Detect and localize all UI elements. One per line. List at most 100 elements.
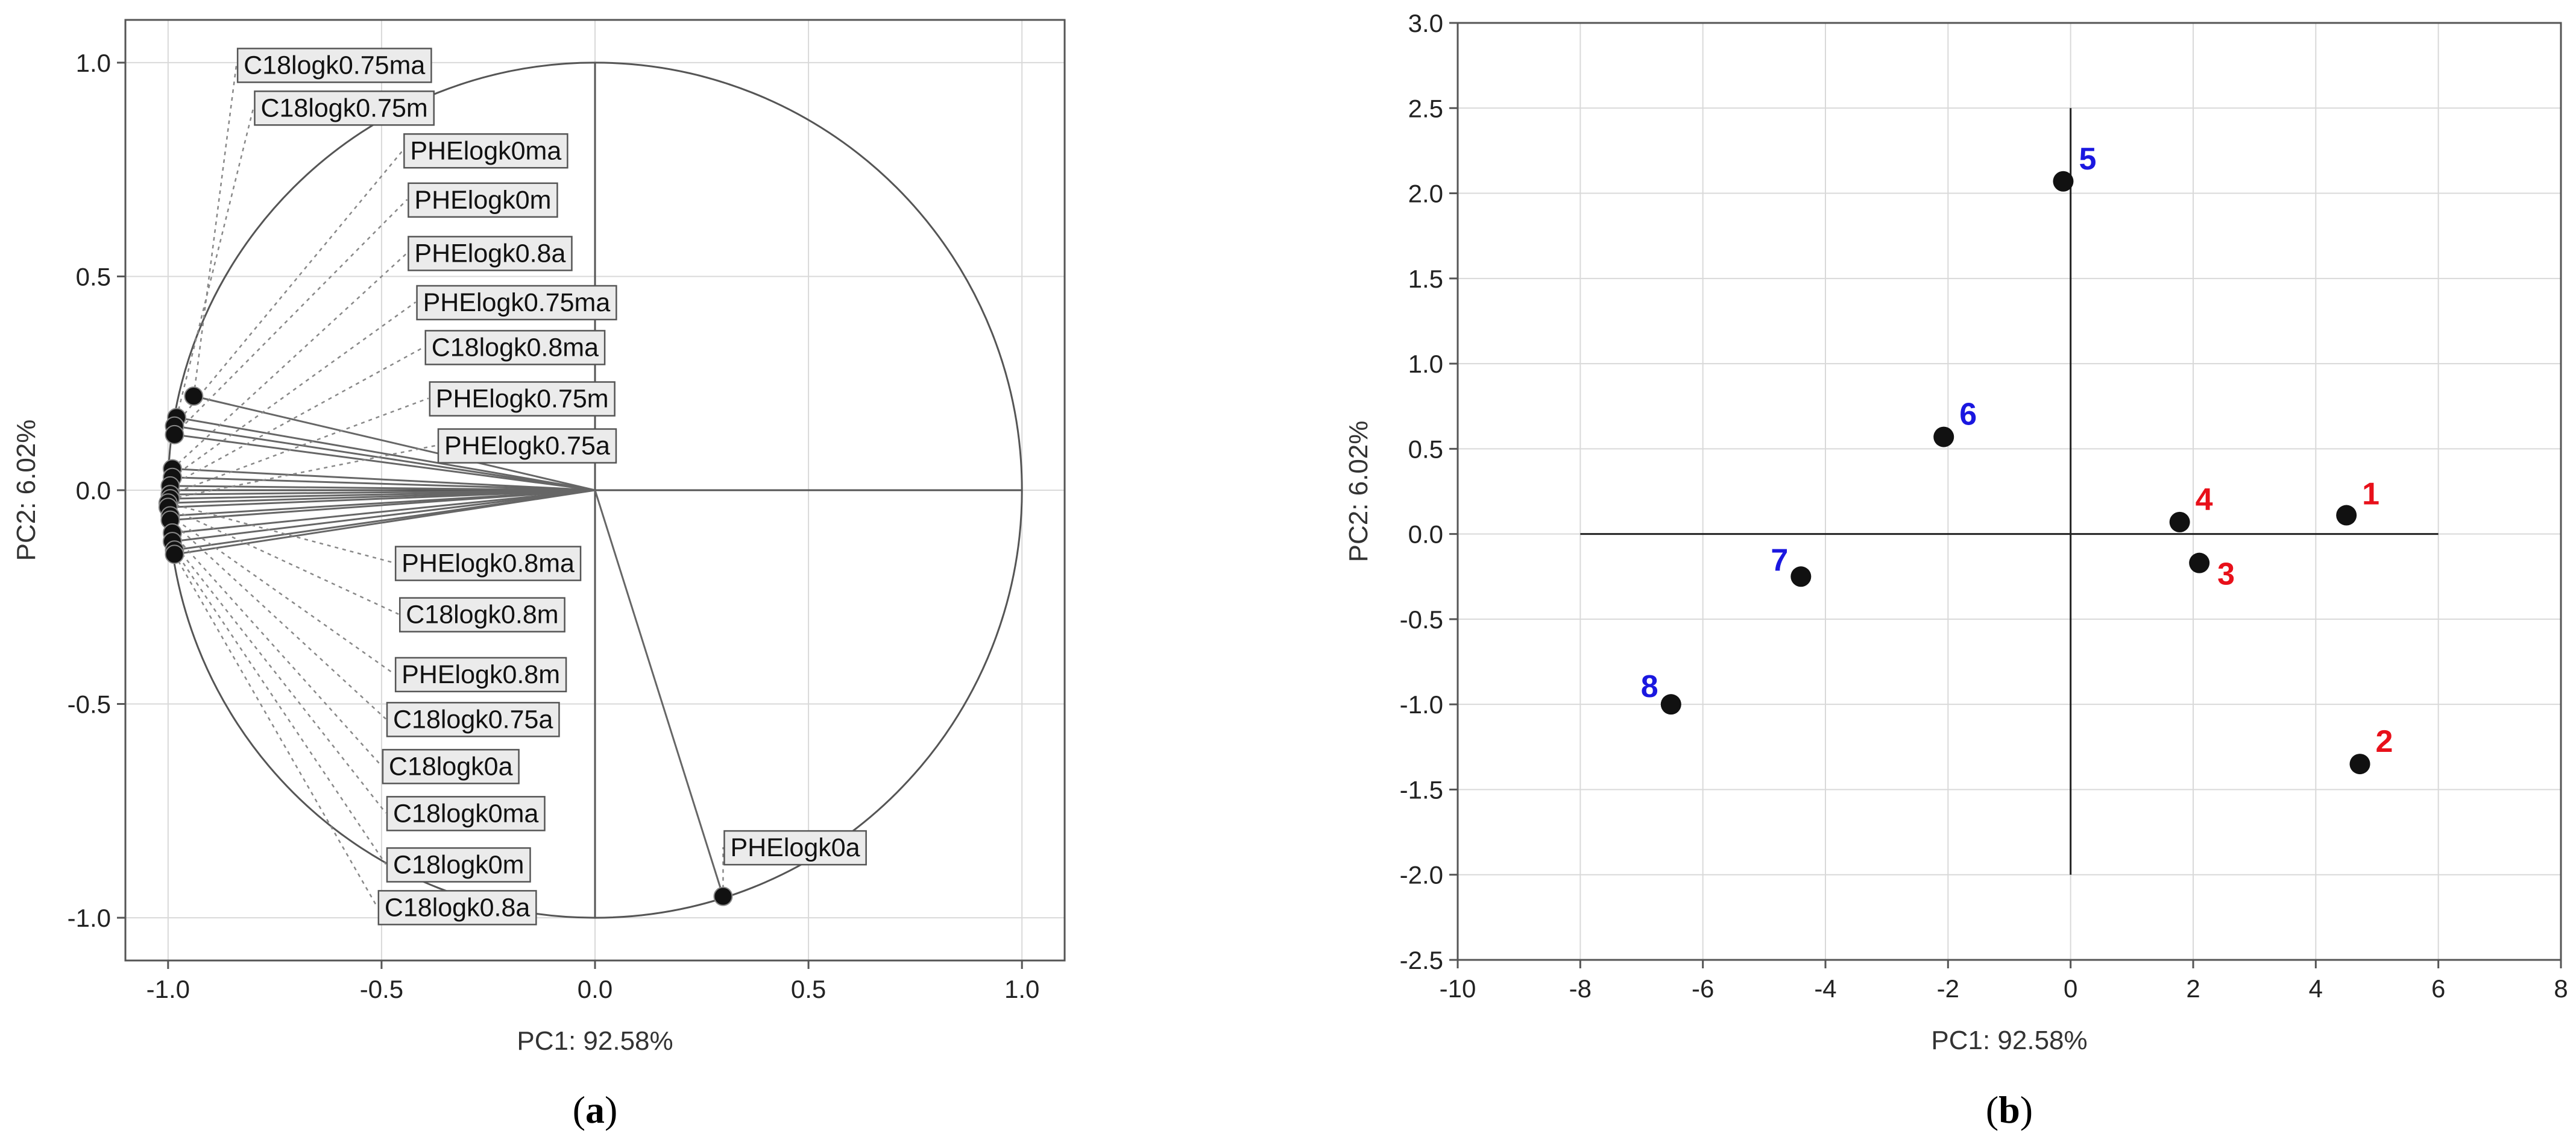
label-leader (174, 554, 378, 907)
panel-label: (b) (1986, 1088, 2033, 1131)
variable-label-text: C18logk0.75a (393, 705, 553, 734)
x-tick-label: 8 (2554, 974, 2568, 1003)
score-plot-panel: -10 -8 -6 -4 -2 0 2 4 6 8 -2.5 -2.0 -1.5 -1.0 -0.5 0.0 0… (1344, 9, 2568, 1131)
score-point-label: 6 (1959, 397, 1977, 432)
loading-point (713, 886, 733, 906)
loading-point (165, 544, 184, 564)
y-axis-label: PC2: 6.02% (1344, 421, 1373, 563)
y-tick-label: -1.0 (1400, 690, 1443, 719)
plot-frame (1456, 22, 2562, 961)
loading-vector (172, 489, 596, 534)
label-leader (174, 198, 408, 435)
y-tick-label: 1.0 (1408, 350, 1443, 378)
panel-label-open: ( (1986, 1088, 1998, 1131)
score-point-label: 2 (2376, 724, 2393, 759)
variable-label: C18logk0.8ma (424, 330, 606, 365)
variable-label-text: PHElogk0.75ma (423, 288, 611, 317)
variable-label: C18logk0.8m (398, 597, 565, 632)
variable-label: PHElogk0ma (403, 133, 568, 169)
x-tick-label: 1.0 (1004, 975, 1039, 1003)
x-tick-label: 2 (2186, 974, 2200, 1003)
panel-label: (a) (573, 1088, 618, 1131)
y-tick-label: 1.5 (1408, 265, 1443, 293)
variable-label-box (394, 546, 582, 581)
y-tick-label: -1.5 (1400, 775, 1443, 804)
variable-label-box (377, 890, 537, 926)
x-axis-label: PC1: 92.58% (517, 1026, 673, 1056)
x-tick-label: -8 (1569, 974, 1592, 1003)
variable-label: PHElogk0m (408, 182, 558, 218)
score-point-label: 8 (1641, 669, 1658, 704)
x-tick-label: -6 (1692, 974, 1714, 1003)
score-point (1933, 426, 1954, 447)
variable-label-box (437, 428, 617, 464)
label-leader (168, 506, 399, 615)
variable-label-box (254, 90, 435, 126)
loading-vector (594, 490, 724, 897)
variable-label-box (236, 48, 432, 83)
variable-label-box (398, 597, 565, 632)
x-tick-label: 0.0 (578, 975, 613, 1003)
variable-label-text: C18logk0.8m (406, 601, 558, 629)
x-tick-label: 4 (2309, 974, 2323, 1003)
variable-label: C18logk0.75m (254, 90, 435, 126)
score-point-label: 1 (2362, 477, 2379, 512)
variable-label-text: C18logk0.75m (260, 93, 427, 122)
variable-label-box (408, 236, 573, 271)
variable-label-text: C18logk0a (389, 752, 513, 781)
y-tick-label: 0.0 (1408, 520, 1443, 549)
x-axis-label: PC1: 92.58% (1931, 1026, 2087, 1055)
score-point (2349, 754, 2370, 775)
y-tick-label: -2.0 (1400, 861, 1443, 889)
panel-label-close: ) (2020, 1088, 2033, 1131)
loading-vector (172, 468, 596, 491)
variable-label: C18logk0a (382, 749, 520, 784)
variable-label-text: PHElogk0m (414, 186, 551, 215)
label-leader (169, 346, 425, 487)
variable-label-box (416, 285, 617, 321)
variable-label: C18logk0.8a (377, 890, 537, 926)
variable-label-box (424, 330, 606, 365)
variable-label: C18logk0.75ma (236, 48, 432, 83)
y-tick-label: 2.5 (1408, 94, 1443, 122)
panel-label-open: ( (573, 1088, 585, 1131)
score-point (2053, 171, 2074, 192)
variable-label: C18logk0m (386, 847, 531, 883)
variable-label: PHElogk0.8a (408, 236, 573, 271)
variable-label-box (382, 749, 520, 784)
score-point (2336, 505, 2357, 526)
loading-vector (193, 395, 596, 491)
variable-label: PHElogk0.75m (429, 381, 616, 417)
variable-label: PHElogk0.75ma (416, 285, 617, 321)
variable-label-text: C18logk0m (393, 850, 524, 879)
variable-label-text: C18logk0.8ma (432, 333, 599, 362)
x-tick-label: 0 (2064, 974, 2077, 1003)
y-axis-label: PC2: 6.02% (11, 420, 41, 561)
label-leader (170, 444, 438, 500)
variable-label-box (386, 796, 546, 831)
loading-vector (172, 489, 596, 543)
variable-label: PHElogk0.75a (437, 428, 617, 464)
variable-label-text: PHElogk0.75m (436, 385, 609, 414)
score-point-label: 5 (2079, 142, 2096, 177)
panel-label-letter: b (1998, 1088, 2020, 1131)
x-tick-label: -0.5 (360, 975, 403, 1003)
y-tick-label: -2.5 (1400, 946, 1443, 974)
x-tick-label: 6 (2431, 974, 2445, 1003)
x-tick-label: 0.5 (791, 975, 826, 1003)
panel-label-letter: a (585, 1088, 605, 1131)
y-tick-label: 0.0 (76, 476, 111, 505)
label-leader (174, 150, 404, 427)
label-leader (171, 532, 382, 767)
y-tick-label: 2.0 (1408, 180, 1443, 208)
variable-label-text: PHElogk0ma (410, 136, 561, 165)
label-leader (172, 301, 417, 478)
score-point-label: 4 (2196, 482, 2213, 517)
label-leader (175, 107, 254, 418)
score-point-label: 7 (1771, 543, 1788, 578)
variable-label-text: C18logk0.75ma (244, 51, 425, 80)
loading-point (184, 386, 204, 406)
loading-vector (172, 476, 596, 491)
variable-label-box (429, 381, 616, 417)
variable-label-text: C18logk0ma (393, 799, 538, 828)
